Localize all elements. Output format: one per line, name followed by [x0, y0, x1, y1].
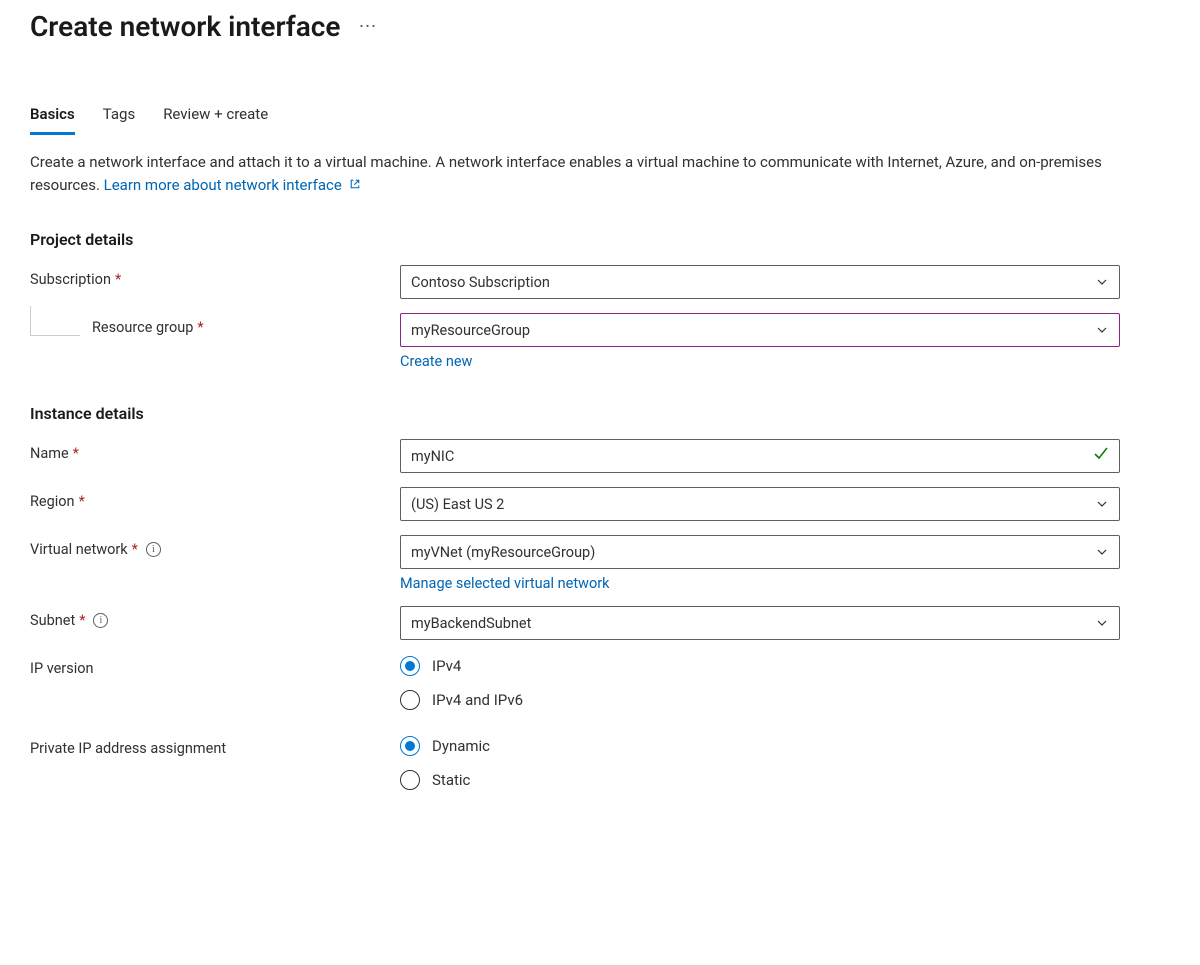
info-icon[interactable]: i	[93, 613, 108, 628]
private-ip-label: Private IP address assignment	[30, 740, 226, 757]
subnet-value: myBackendSubnet	[411, 615, 531, 632]
radio-selected-icon	[400, 736, 420, 756]
private-ip-static-label: Static	[432, 771, 470, 789]
private-ip-static-radio[interactable]: Static	[400, 770, 1120, 790]
required-indicator: *	[197, 319, 203, 336]
tab-tags[interactable]: Tags	[103, 99, 135, 133]
virtual-network-dropdown[interactable]: myVNet (myResourceGroup)	[400, 535, 1120, 569]
required-indicator: *	[79, 493, 85, 510]
validation-success-icon	[1093, 446, 1109, 466]
radio-selected-icon	[400, 656, 420, 676]
ip-version-ipv4v6-radio[interactable]: IPv4 and IPv6	[400, 690, 1120, 710]
required-indicator: *	[79, 612, 85, 629]
subscription-dropdown[interactable]: Contoso Subscription	[400, 265, 1120, 299]
resource-group-value: myResourceGroup	[411, 322, 530, 339]
section-instance-details: Instance details	[30, 404, 1170, 423]
subnet-dropdown[interactable]: myBackendSubnet	[400, 606, 1120, 640]
ip-version-radio-group: IPv4 IPv4 and IPv6	[400, 654, 1120, 710]
radio-unselected-icon	[400, 770, 420, 790]
chevron-down-icon	[1095, 545, 1109, 559]
subscription-label: Subscription	[30, 271, 111, 288]
tab-review-create[interactable]: Review + create	[163, 99, 268, 133]
info-icon[interactable]: i	[146, 542, 161, 557]
name-value: myNIC	[411, 448, 1093, 465]
region-dropdown[interactable]: (US) East US 2	[400, 487, 1120, 521]
required-indicator: *	[115, 271, 121, 288]
resource-group-label: Resource group	[92, 319, 193, 336]
learn-more-link-text: Learn more about network interface	[104, 176, 342, 194]
tabs: Basics Tags Review + create	[30, 99, 1170, 133]
private-ip-radio-group: Dynamic Static	[400, 734, 1120, 790]
chevron-down-icon	[1095, 275, 1109, 289]
manage-vnet-link[interactable]: Manage selected virtual network	[400, 575, 610, 592]
name-label: Name	[30, 445, 69, 462]
page-title: Create network interface	[30, 10, 340, 43]
ip-version-label: IP version	[30, 660, 94, 677]
region-value: (US) East US 2	[411, 496, 504, 513]
create-new-link[interactable]: Create new	[400, 353, 472, 370]
subscription-value: Contoso Subscription	[411, 274, 550, 291]
name-input[interactable]: myNIC	[400, 439, 1120, 473]
required-indicator: *	[132, 541, 138, 558]
more-actions-button[interactable]: ⋯	[358, 16, 377, 37]
tab-basics[interactable]: Basics	[30, 99, 75, 133]
ip-version-ipv4v6-label: IPv4 and IPv6	[432, 691, 523, 709]
section-project-details: Project details	[30, 230, 1170, 249]
chevron-down-icon	[1095, 497, 1109, 511]
virtual-network-label: Virtual network	[30, 541, 128, 558]
intro-paragraph: Create a network interface and attach it…	[30, 151, 1130, 196]
resource-group-dropdown[interactable]: myResourceGroup	[400, 313, 1120, 347]
ip-version-ipv4-radio[interactable]: IPv4	[400, 656, 1120, 676]
ip-version-ipv4-label: IPv4	[432, 657, 461, 675]
subnet-label: Subnet	[30, 612, 75, 629]
tree-indent-icon	[30, 306, 80, 336]
private-ip-dynamic-label: Dynamic	[432, 737, 490, 755]
external-link-icon	[349, 177, 361, 195]
private-ip-dynamic-radio[interactable]: Dynamic	[400, 736, 1120, 756]
region-label: Region	[30, 493, 75, 510]
radio-unselected-icon	[400, 690, 420, 710]
virtual-network-value: myVNet (myResourceGroup)	[411, 544, 595, 561]
required-indicator: *	[73, 445, 79, 462]
learn-more-link[interactable]: Learn more about network interface	[104, 176, 361, 194]
chevron-down-icon	[1095, 616, 1109, 630]
chevron-down-icon	[1095, 323, 1109, 337]
